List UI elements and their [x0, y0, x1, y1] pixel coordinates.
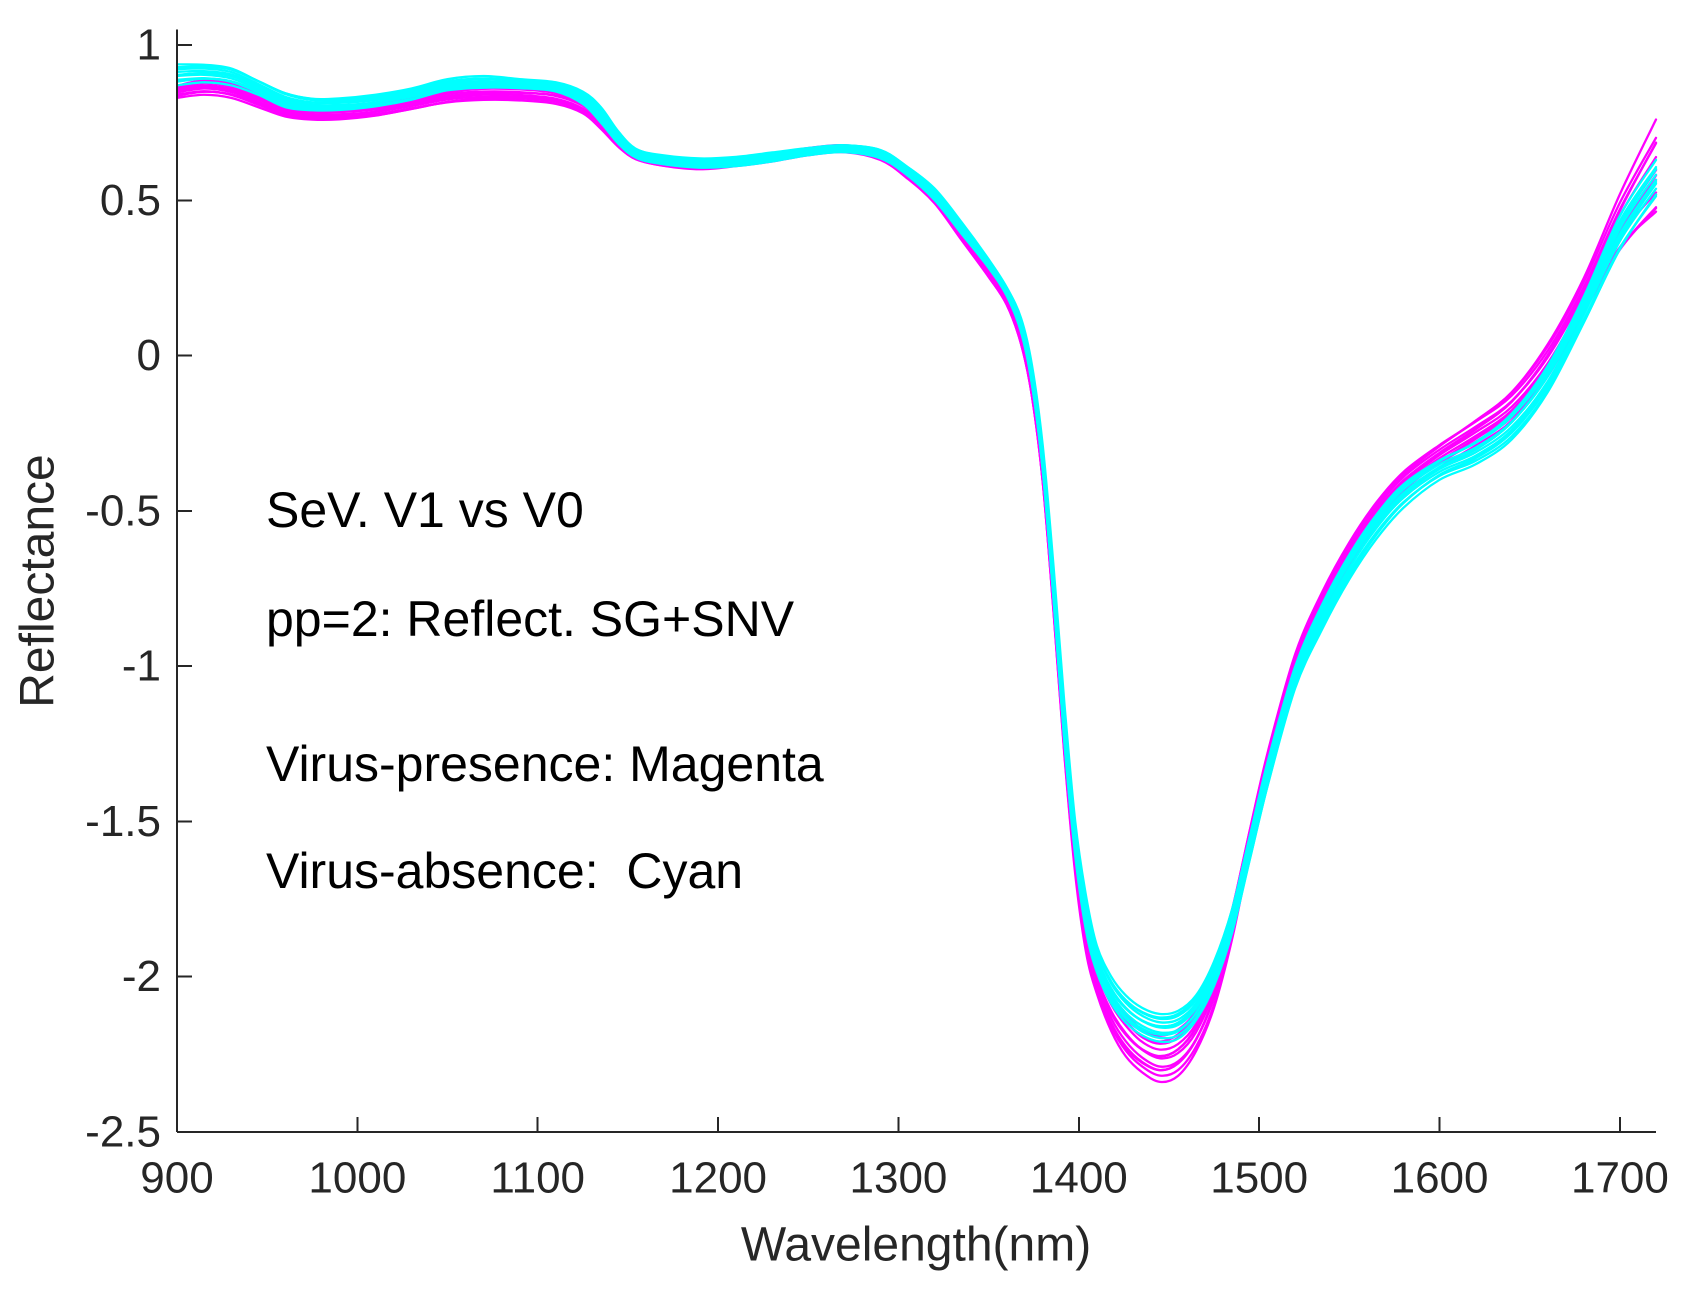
virus-absence-series — [177, 63, 1658, 1044]
y-tick-label: -0.5 — [85, 486, 161, 535]
virus-presence-curve — [177, 82, 1658, 1058]
y-tick-label: 0 — [137, 331, 161, 380]
y-tick-label: -2.5 — [85, 1108, 161, 1157]
virus-presence-series — [177, 78, 1658, 1084]
x-tick-label: 900 — [140, 1154, 213, 1203]
x-tick-label: 1200 — [669, 1154, 767, 1203]
virus-presence-curve — [177, 85, 1658, 1060]
plot-area — [177, 63, 1658, 1084]
legend-virus-presence: Virus-presence: Magenta — [266, 736, 824, 792]
y-tick-label: 0.5 — [100, 176, 161, 225]
y-axis: 1 0.5 0 -0.5 -1 -1.5 -2 -2.5 — [85, 21, 192, 1157]
x-tick-label: 1700 — [1571, 1154, 1669, 1203]
x-tick-label: 1100 — [490, 1154, 585, 1203]
x-tick-label: 1600 — [1391, 1154, 1489, 1203]
y-tick-label: -2 — [122, 952, 161, 1001]
x-tick-label: 1000 — [308, 1154, 406, 1203]
virus-presence-curve — [177, 87, 1658, 1058]
virus-presence-curve — [177, 84, 1658, 1045]
x-tick-label: 1500 — [1210, 1154, 1308, 1203]
annotation-experiment: SeV. V1 vs V0 — [266, 482, 584, 538]
y-tick-label: -1 — [122, 642, 161, 691]
virus-presence-curve — [177, 90, 1658, 1084]
y-tick-label: -1.5 — [85, 797, 161, 846]
virus-absence-curve — [177, 65, 1658, 1016]
virus-presence-curve — [177, 90, 1658, 1072]
x-tick-label: 1400 — [1030, 1154, 1128, 1203]
virus-presence-curve — [177, 85, 1658, 1072]
virus-presence-curve — [177, 80, 1658, 1051]
virus-presence-curve — [177, 90, 1658, 1068]
x-tick-label: 1300 — [850, 1154, 948, 1203]
virus-presence-curve — [177, 93, 1658, 1077]
legend-virus-absence: Virus-absence: Cyan — [266, 843, 743, 899]
x-axis: 900 1000 1100 1200 1300 1400 1500 1600 1700 — [140, 1117, 1669, 1203]
y-tick-label: 1 — [137, 21, 161, 70]
x-axis-label: Wavelength(nm) — [741, 1219, 1091, 1272]
y-axis-label: Reflectance — [12, 454, 65, 707]
annotation-preprocessing: pp=2: Reflect. SG+SNV — [266, 591, 795, 647]
